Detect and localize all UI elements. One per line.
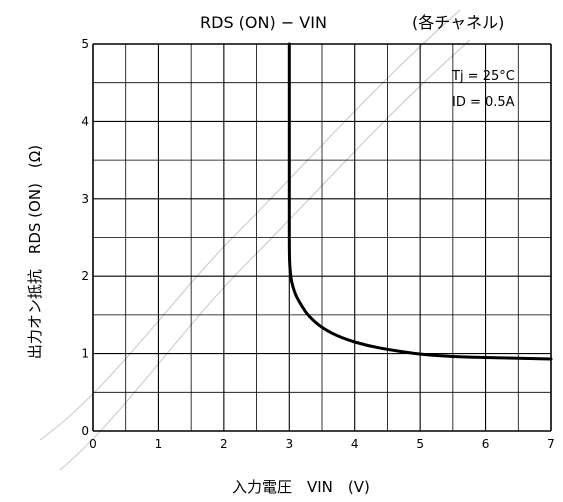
condition-id: ID = 0.5A [452, 95, 515, 110]
y-tick-label: 4 [81, 114, 89, 128]
condition-tj: Tj = 25°C [451, 69, 515, 84]
y-tick-label: 2 [81, 269, 89, 283]
y-tick-label: 0 [81, 424, 89, 438]
y-axis-title: 出力オン抵抗 RDS (ON) (Ω) [26, 145, 44, 359]
chart-title: RDS (ON) − VIN [200, 13, 327, 32]
x-tick-label: 0 [89, 437, 97, 451]
series-layer [287, 42, 553, 361]
x-tick-label: 7 [547, 437, 555, 451]
x-tick-label: 3 [285, 437, 293, 451]
y-tick-label: 5 [81, 37, 89, 51]
x-axis-title: 入力電圧 VIN (V) [232, 478, 370, 496]
x-tick-label: 5 [416, 437, 424, 451]
x-tick-label: 1 [155, 437, 163, 451]
ron-curve [287, 42, 553, 361]
y-tick-label: 1 [81, 347, 89, 361]
chart-subtitle: (各チャネル) [412, 13, 504, 32]
y-tick-label: 3 [81, 192, 89, 206]
tick-labels: 0 1 2 3 4 5 6 7 0 1 2 3 4 5 [81, 37, 554, 451]
grid [92, 43, 552, 432]
x-tick-label: 6 [482, 437, 490, 451]
watermark [39, 9, 471, 471]
x-tick-label: 2 [220, 437, 228, 451]
x-tick-label: 4 [351, 437, 359, 451]
